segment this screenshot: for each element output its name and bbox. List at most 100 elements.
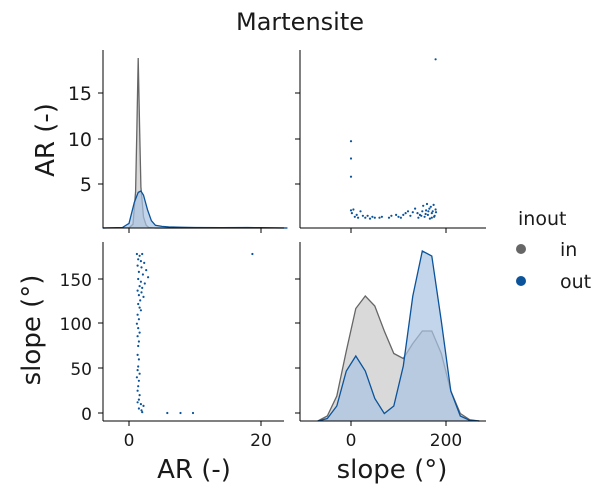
scatter-point [387,216,391,219]
kde-area-out [317,251,480,421]
scatter-point [380,215,383,218]
scatter-point [137,379,140,382]
ar-vs-slope-points [135,252,254,415]
scatter-point [136,264,139,267]
scatter-point [434,211,438,214]
scatter-point [137,327,140,330]
scatter-point [138,254,141,257]
tick-label: 0 [124,431,135,451]
tick-label: 50 [70,360,92,380]
scatter-point [138,285,141,288]
kde-area-out [102,191,288,228]
legend-title: inout [518,208,566,230]
scatter-point [137,398,140,401]
scatter-point [141,286,144,289]
scatter-point [140,266,143,269]
scatter-point [432,203,435,206]
tick-label: 15 [68,83,92,105]
scatter-point [364,216,367,219]
scatter-point [424,212,427,216]
scatter-point [425,202,429,206]
scatter-point [142,404,145,407]
scatter-point [425,209,428,212]
scatter-point [136,401,139,404]
scatter-point [368,217,372,220]
scatter-point [399,216,402,219]
scatter-point [430,212,433,215]
figure-title: Martensite [236,8,364,36]
scatter-point [353,215,356,218]
scatter-point [137,407,140,410]
scatter-point [355,213,358,216]
scatter-point [137,277,140,281]
scatter-point [137,385,140,388]
legend-label-in: in [560,239,577,261]
tick-label: 10 [68,129,92,151]
scatter-point [395,213,398,216]
scatter-point [137,294,140,297]
legend-label-out: out [560,271,591,293]
scatter-point [142,295,145,298]
x-axis-label-slope: slope (°) [337,455,448,485]
scatter-point [371,215,374,218]
scatter-point [428,207,431,210]
kde-line-in [102,57,288,229]
scatter-point [137,340,140,343]
scatter-point [404,212,407,215]
scatter-point [429,205,432,208]
scatter-point [136,353,139,356]
legend-marker-in [516,244,526,254]
tick-label: 0 [346,431,357,451]
scatter-point [378,216,381,219]
kde-area-in [102,58,288,228]
y-axis-label-slope: slope (°) [17,275,47,386]
scatter-point [147,276,150,279]
scatter-point [137,344,140,348]
scatter-point [139,299,142,302]
scatter-point [136,289,139,292]
scatter-point [139,280,142,283]
legend: inout in out [516,208,591,293]
scatter-point [430,216,433,219]
scatter-point [359,210,362,213]
scatter-point [138,306,141,309]
scatter-point [350,212,353,215]
panel-ar-kde: 5 10 15 AR (-) [31,50,288,233]
scatter-point [179,411,182,415]
scatter-point [141,411,144,414]
scatter-point [402,213,405,216]
scatter-point [138,372,141,375]
ar-kde-curves [102,57,288,229]
scatter-point [373,216,376,219]
scatter-point [421,210,424,213]
scatter-point [135,376,138,379]
scatter-point [422,204,425,207]
scatter-point [141,252,144,256]
scatter-point [136,369,139,372]
ar-kde-y-ticks: 5 10 15 [68,83,103,196]
scatter-point [390,214,393,217]
x-axis-label-ar: AR (-) [157,455,231,485]
scatter-point [423,215,426,218]
kde-line-out [317,250,480,422]
scatter-point [434,58,437,61]
scatter-point [136,313,139,316]
slope-kde-ticks: 0 200 [295,278,462,451]
scatter-point [357,216,360,219]
scatter-point [140,409,143,412]
scatter-point [139,309,142,312]
scatter-point [166,411,169,415]
scatter-point [138,394,141,397]
scatter-point [349,157,353,160]
tick-label: 100 [60,315,92,335]
scatter-point [349,175,353,178]
scatter-point [397,215,400,218]
scatter-point [137,318,140,321]
scatter-point [417,216,420,219]
scatter-point [420,214,423,217]
slope-vs-ar-points [349,58,438,220]
scatter-point [352,208,355,211]
scatter-point [416,212,419,215]
slope-vs-ar-ticks [295,92,447,233]
